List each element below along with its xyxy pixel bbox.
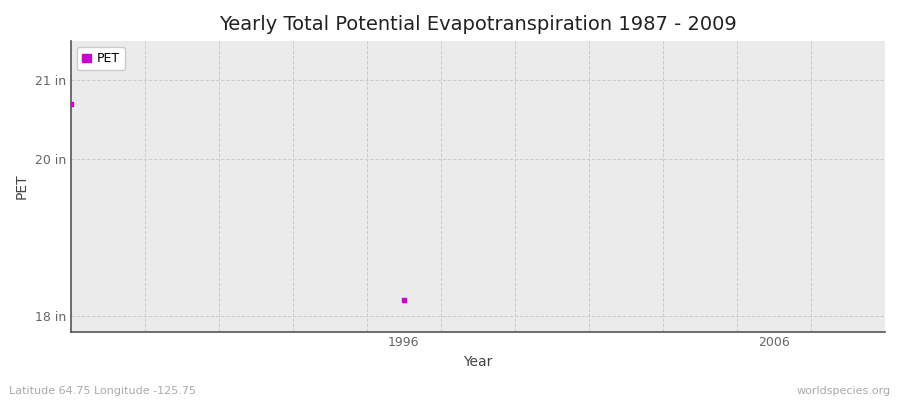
X-axis label: Year: Year	[464, 355, 492, 369]
Text: Latitude 64.75 Longitude -125.75: Latitude 64.75 Longitude -125.75	[9, 386, 196, 396]
Point	[397, 297, 411, 303]
Text: worldspecies.org: worldspecies.org	[796, 386, 891, 396]
Title: Yearly Total Potential Evapotranspiration 1987 - 2009: Yearly Total Potential Evapotranspiratio…	[219, 15, 737, 34]
Legend: PET: PET	[76, 47, 125, 70]
Y-axis label: PET: PET	[15, 174, 29, 199]
Point	[64, 101, 78, 107]
